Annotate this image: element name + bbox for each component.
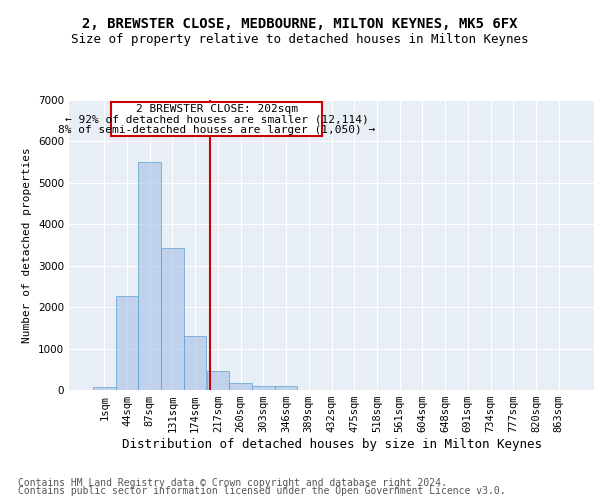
X-axis label: Distribution of detached houses by size in Milton Keynes: Distribution of detached houses by size … xyxy=(121,438,542,451)
Y-axis label: Number of detached properties: Number of detached properties xyxy=(22,147,32,343)
Text: 8% of semi-detached houses are larger (1,050) →: 8% of semi-detached houses are larger (1… xyxy=(58,124,376,134)
Bar xyxy=(252,386,275,390)
Bar xyxy=(93,387,116,390)
Bar xyxy=(184,336,206,390)
Text: Contains HM Land Registry data © Crown copyright and database right 2024.: Contains HM Land Registry data © Crown c… xyxy=(18,478,447,488)
Text: 2 BREWSTER CLOSE: 202sqm: 2 BREWSTER CLOSE: 202sqm xyxy=(136,104,298,114)
Bar xyxy=(229,383,252,390)
Text: 2, BREWSTER CLOSE, MEDBOURNE, MILTON KEYNES, MK5 6FX: 2, BREWSTER CLOSE, MEDBOURNE, MILTON KEY… xyxy=(82,18,518,32)
Bar xyxy=(275,386,298,390)
Bar xyxy=(139,162,161,390)
Bar xyxy=(116,296,139,390)
Bar xyxy=(111,102,322,136)
Text: Size of property relative to detached houses in Milton Keynes: Size of property relative to detached ho… xyxy=(71,32,529,46)
Bar xyxy=(161,248,184,390)
Text: ← 92% of detached houses are smaller (12,114): ← 92% of detached houses are smaller (12… xyxy=(65,114,368,124)
Text: Contains public sector information licensed under the Open Government Licence v3: Contains public sector information licen… xyxy=(18,486,506,496)
Bar xyxy=(206,371,229,390)
